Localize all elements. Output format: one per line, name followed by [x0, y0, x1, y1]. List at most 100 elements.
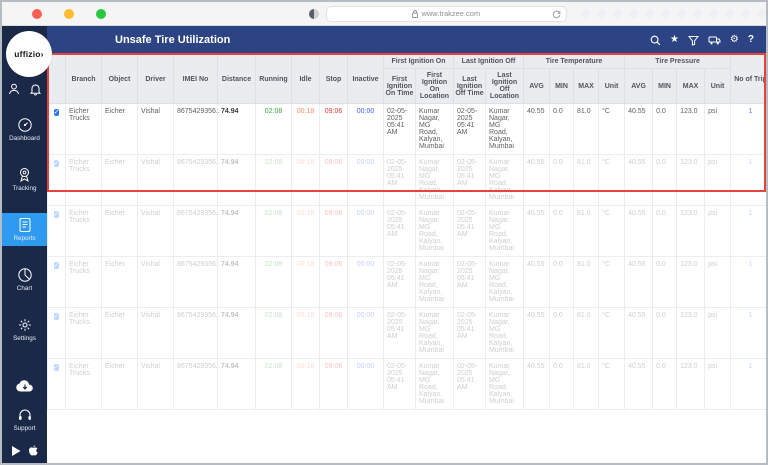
col-imei[interactable]: IMEI No — [173, 54, 218, 104]
sidebar-item-dashboard[interactable]: Dashboard — [2, 113, 47, 146]
cell-inactive: 00:00 — [347, 307, 384, 359]
col-last-ignition-off-time[interactable]: Last Ignition Off Time — [453, 68, 486, 104]
sidebar-item-reports[interactable]: Reports — [2, 213, 47, 246]
filter-icon[interactable] — [687, 35, 699, 46]
sidebar-item-label: Reports — [13, 235, 36, 242]
cell-pressure-max: 123.0 — [676, 256, 706, 308]
cell-pressure-unit: psi — [704, 103, 732, 155]
row-checkbox[interactable]: ✓ — [53, 262, 60, 269]
col-temp-max[interactable]: MAX — [573, 68, 600, 104]
cell-first-ignition-on-location: Kumar Nagar, MG Road, Kalyan, Mumbai — [415, 307, 454, 359]
row-checkbox[interactable]: ✓ — [53, 211, 60, 218]
col-last-ignition-off-location[interactable]: Last Ignition Off Location — [484, 68, 525, 104]
col-temp-avg[interactable]: AVG — [523, 68, 551, 104]
col-running[interactable]: Running — [255, 54, 292, 104]
table-row[interactable]: ✓ Eicher Trucks Eicher Vishal 8675429356… — [47, 256, 766, 308]
cell-no-of-trip-link[interactable]: 1 — [730, 358, 766, 410]
cell-object: Eicher — [101, 103, 138, 155]
col-temp-unit[interactable]: Unit — [598, 68, 626, 104]
favorite-star-icon[interactable]: ★ — [669, 34, 679, 45]
cell-temp-max: 81.0 — [573, 256, 600, 308]
close-window-button[interactable] — [32, 8, 42, 19]
cell-last-ignition-off-time: 02-05-2025 05:41 AM — [453, 205, 486, 257]
cell-temp-unit: °C — [598, 307, 626, 359]
cell-no-of-trip-link[interactable]: 1 — [730, 256, 766, 308]
col-inactive[interactable]: Inactive — [347, 54, 384, 104]
cell-no-of-trip-link[interactable]: 1 — [730, 205, 766, 257]
row-checkbox[interactable]: ✓ — [53, 109, 60, 116]
cell-distance: 74.94 — [217, 307, 256, 359]
sidebar-item-chart[interactable]: Chart — [2, 263, 47, 296]
cell-no-of-trip-link[interactable]: 1 — [730, 307, 766, 359]
cell-temp-avg: 40.55 — [523, 358, 551, 410]
sidebar-item-label: Support — [13, 425, 36, 432]
cell-temp-max: 81.0 — [573, 103, 600, 155]
cloud-download-icon — [15, 380, 33, 392]
col-temp-min[interactable]: MIN — [549, 68, 575, 104]
col-branch[interactable]: Branch — [65, 54, 102, 104]
sidebar-item-support[interactable]: Support — [2, 404, 47, 436]
reports-icon — [19, 218, 30, 232]
col-pres-max[interactable]: MAX — [676, 68, 706, 104]
cell-pressure-avg: 40.55 — [624, 358, 654, 410]
cell-first-ignition-on-location: Kumar Nagar, MG Road, Kalyan, Mumbai — [415, 205, 454, 257]
browser-chrome: www.trakzee.com — [2, 2, 766, 26]
table-row[interactable]: ✓ Eicher Trucks Eicher Vishal 8675429356… — [47, 205, 766, 257]
page-title: Unsafe Tire Utilization — [115, 34, 231, 46]
play-store-icon[interactable] — [11, 445, 22, 457]
col-distance[interactable]: Distance — [217, 54, 256, 104]
search-icon[interactable] — [650, 35, 661, 46]
cell-temp-avg: 40.55 — [523, 256, 551, 308]
cell-stop: 09:06 — [319, 205, 348, 257]
row-checkbox[interactable]: ✓ — [53, 313, 60, 320]
help-icon[interactable]: ? — [747, 34, 754, 45]
maximize-window-button[interactable] — [96, 8, 106, 19]
col-stop[interactable]: Stop — [319, 54, 348, 104]
vehicle-icon[interactable] — [708, 35, 721, 46]
cloud-download-button[interactable] — [2, 375, 47, 398]
app-store-apple-icon[interactable] — [28, 444, 39, 457]
col-first-ignition-on-time[interactable]: First Ignition On Time — [383, 68, 416, 104]
settings-gear-icon[interactable]: ⚙ — [729, 34, 739, 45]
cell-temp-avg: 40.55 — [523, 307, 551, 359]
row-checkbox[interactable]: ✓ — [53, 364, 60, 371]
cell-idle: 00:18 — [291, 103, 320, 155]
cell-no-of-trip-link[interactable]: 1 — [730, 154, 766, 206]
notification-bell-icon[interactable] — [29, 82, 42, 96]
cell-temp-avg: 40.55 — [523, 154, 551, 206]
table-row[interactable]: ✓ Eicher Trucks Eicher Vishal 8675429356… — [47, 307, 766, 359]
col-pres-unit[interactable]: Unit — [704, 68, 732, 104]
cell-first-ignition-on-location: Kumar Nagar, MG Road, Kalyan, Mumbai — [415, 358, 454, 410]
col-no-of-trip[interactable]: No of Trip — [730, 54, 766, 104]
table-row[interactable]: ✓ Eicher Trucks Eicher Vishal 8675429356… — [47, 103, 766, 155]
cell-first-ignition-on-location: Kumar Nagar, MG Road, Kalyan, Mumbai — [415, 256, 454, 308]
cell-temp-min: 0.0 — [549, 205, 575, 257]
col-idle[interactable]: Idle — [291, 54, 320, 104]
cell-branch: Eicher Trucks — [65, 205, 102, 257]
minimize-window-button[interactable] — [64, 8, 74, 19]
refresh-icon[interactable] — [551, 9, 562, 20]
cell-temp-max: 81.0 — [573, 307, 600, 359]
user-icon[interactable] — [7, 82, 21, 96]
address-bar[interactable]: www.trakzee.com — [325, 5, 567, 22]
cell-imei: 8675429356.. — [173, 307, 220, 359]
cell-pressure-max: 123.0 — [676, 154, 706, 206]
sidebar-item-label: Settings — [13, 335, 36, 342]
table-row[interactable]: ✓ Eicher Trucks Eicher Vishal 8675429356… — [47, 358, 766, 410]
cell-no-of-trip-link[interactable]: 1 — [730, 103, 766, 155]
cell-idle: 00:18 — [291, 154, 320, 206]
col-driver[interactable]: Driver — [137, 54, 174, 104]
cell-imei: 8675429356.. — [173, 205, 220, 257]
row-checkbox[interactable]: ✓ — [53, 160, 60, 167]
cell-stop: 09:06 — [319, 103, 348, 155]
table-row[interactable]: ✓ Eicher Trucks Eicher Vishal 8675429356… — [47, 154, 766, 206]
cell-first-ignition-on-time: 02-05-2025 05:41 AM — [383, 307, 416, 359]
sidebar-item-settings[interactable]: Settings — [2, 313, 47, 346]
sidebar-item-tracking[interactable]: Tracking — [2, 163, 47, 196]
col-pres-min[interactable]: MIN — [652, 68, 678, 104]
cell-first-ignition-on-time: 02-05-2025 05:41 AM — [383, 154, 416, 206]
cell-driver: Vishal — [137, 205, 174, 257]
col-object[interactable]: Object — [101, 54, 138, 104]
col-first-ignition-on-location[interactable]: First Ignition On Location — [415, 68, 454, 104]
col-pres-avg[interactable]: AVG — [624, 68, 654, 104]
